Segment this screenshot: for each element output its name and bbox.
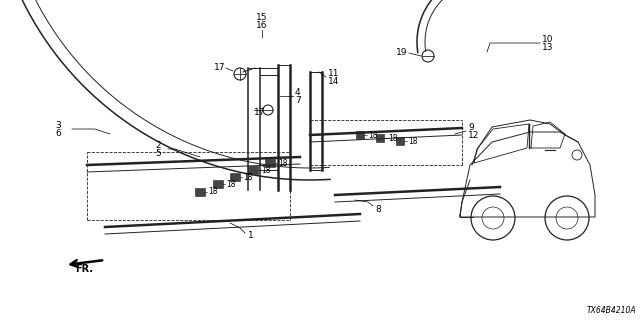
Text: 4: 4: [295, 87, 301, 97]
Text: 18: 18: [368, 131, 378, 140]
FancyBboxPatch shape: [230, 173, 240, 181]
Text: 1: 1: [248, 230, 253, 239]
Text: 18: 18: [388, 133, 397, 142]
FancyBboxPatch shape: [265, 159, 275, 167]
Text: 13: 13: [542, 43, 554, 52]
Text: TX64B4210A: TX64B4210A: [586, 306, 636, 315]
Text: 19: 19: [396, 47, 407, 57]
FancyBboxPatch shape: [213, 180, 223, 188]
Text: 18: 18: [208, 188, 218, 196]
Text: 18: 18: [408, 137, 417, 146]
Text: 7: 7: [295, 95, 301, 105]
Text: 18: 18: [261, 165, 271, 174]
Text: 11: 11: [328, 68, 339, 77]
FancyBboxPatch shape: [376, 134, 384, 142]
Text: 18: 18: [226, 180, 236, 188]
FancyBboxPatch shape: [396, 137, 404, 145]
Text: 17: 17: [254, 108, 266, 116]
FancyBboxPatch shape: [195, 188, 205, 196]
Text: 2: 2: [155, 140, 161, 149]
Text: 12: 12: [468, 131, 479, 140]
Text: 16: 16: [256, 20, 268, 29]
Text: 3: 3: [55, 121, 61, 130]
Text: 6: 6: [55, 129, 61, 138]
Text: 14: 14: [328, 76, 339, 85]
Text: 18: 18: [278, 158, 287, 167]
Text: 15: 15: [256, 12, 268, 21]
FancyBboxPatch shape: [248, 166, 258, 174]
Text: 8: 8: [375, 205, 381, 214]
FancyBboxPatch shape: [356, 131, 364, 139]
Text: 9: 9: [468, 123, 474, 132]
Text: FR.: FR.: [75, 264, 93, 274]
Text: 17: 17: [214, 62, 225, 71]
Text: 18: 18: [243, 172, 253, 181]
Text: 10: 10: [542, 35, 554, 44]
Text: 5: 5: [155, 148, 161, 157]
